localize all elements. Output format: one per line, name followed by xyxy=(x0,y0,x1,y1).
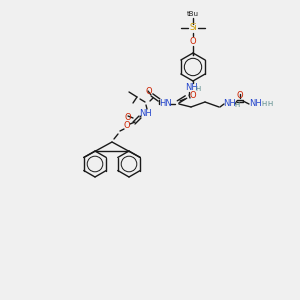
Text: O: O xyxy=(190,37,196,46)
Text: H: H xyxy=(234,102,240,108)
Text: Si: Si xyxy=(189,23,197,32)
Text: O: O xyxy=(146,88,152,97)
Text: tBu: tBu xyxy=(187,11,199,17)
Text: NH: NH xyxy=(223,100,236,109)
Text: O: O xyxy=(124,122,130,130)
Text: NH: NH xyxy=(249,100,261,109)
Text: O: O xyxy=(237,91,243,100)
Text: O: O xyxy=(190,92,196,100)
Text: O: O xyxy=(125,112,131,122)
Text: NH: NH xyxy=(184,83,197,92)
Text: H: H xyxy=(261,101,267,107)
Text: NH: NH xyxy=(140,109,152,118)
Text: HN: HN xyxy=(159,100,171,109)
Text: H: H xyxy=(195,86,201,92)
Text: H: H xyxy=(267,101,273,107)
